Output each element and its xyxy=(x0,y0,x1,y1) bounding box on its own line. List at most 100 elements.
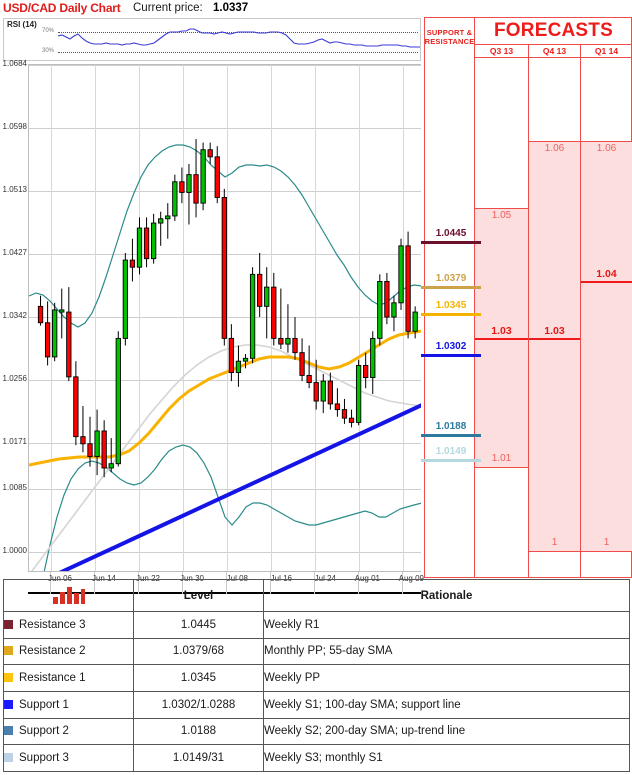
rsi-lower-gridline xyxy=(58,52,418,53)
sma-55-line xyxy=(29,329,421,467)
gridline-h-7 xyxy=(29,489,421,490)
x-tick-7: Aug 01 xyxy=(354,574,380,583)
forecast-bottom-label-2: 1 xyxy=(603,537,610,548)
rsi-line xyxy=(58,28,420,48)
level-line-1.0302 xyxy=(421,354,481,357)
y-tick-1: 1.0598 xyxy=(2,122,27,131)
forecast-bottom-label-0: 1.01 xyxy=(491,453,512,464)
gridline-h-1 xyxy=(29,128,421,129)
x-tick-4: Jul 08 xyxy=(226,574,248,583)
forecast-top-label-1: 1.06 xyxy=(544,143,565,154)
color-swatch-icon xyxy=(4,753,13,763)
gridline-v-3 xyxy=(183,65,184,571)
forecast-bottom-label-1: 1 xyxy=(551,537,558,548)
gridline-v-4 xyxy=(227,65,228,571)
forecast-mid-line-0 xyxy=(475,338,528,340)
gridline-h-5 xyxy=(29,380,421,381)
level-line-1.0345 xyxy=(421,313,481,316)
forecast-top-label-0: 1.05 xyxy=(491,210,512,221)
column-header-rationale: Rationale xyxy=(263,579,630,612)
x-tick-8: Aug 09 xyxy=(398,574,424,583)
gridline-v-6 xyxy=(315,65,316,571)
y-tick-5: 1.0256 xyxy=(2,374,27,383)
y-tick-0: 1.0684 xyxy=(2,59,27,68)
color-swatch-icon xyxy=(4,646,13,656)
forecast-mid-line-2 xyxy=(581,281,632,283)
x-tick-3: Jun 30 xyxy=(179,574,204,583)
gridline-v-2 xyxy=(139,65,140,571)
gridline-v-8 xyxy=(403,65,404,571)
row-level: 1.0379/68 xyxy=(133,637,264,666)
row-rationale: Monthly PP; 55-day SMA xyxy=(263,637,630,666)
row-name-cell: Resistance 2 xyxy=(3,637,134,666)
level-label-1.0379: 1.0379 xyxy=(435,273,467,284)
bollinger-lower-line xyxy=(43,444,421,571)
x-tick-2: Jun 22 xyxy=(135,574,160,583)
gridline-h-0 xyxy=(29,65,421,66)
level-line-1.0445 xyxy=(421,241,481,244)
level-label-1.0188: 1.0188 xyxy=(435,421,467,432)
forecast-top-label-2: 1.06 xyxy=(596,143,617,154)
row-label: Support 1 xyxy=(19,698,69,711)
forecast-mid-label-0: 1.03 xyxy=(491,325,512,337)
rsi-label: RSI (14) xyxy=(7,20,37,29)
y-tick-3: 1.0427 xyxy=(2,248,27,257)
forecasts-header: FORECASTS xyxy=(475,18,632,45)
row-level: 1.0302/1.0288 xyxy=(133,690,264,719)
support-resistance-column: SUPPORT & RESISTANCE xyxy=(425,18,475,577)
column-header-level: Level xyxy=(133,579,264,612)
support-resistance-header: SUPPORT & RESISTANCE xyxy=(424,27,475,46)
level-line-1.0149 xyxy=(421,459,481,462)
rsi-panel: RSI (14) 70% 30% xyxy=(3,18,421,61)
row-label: Resistance 1 xyxy=(19,672,86,685)
chart-area: RSI (14) 70% 30% 1.0684 1.0598 1.0513 1.… xyxy=(0,17,424,594)
current-price-label: Current price: xyxy=(133,2,203,14)
y-tick-7: 1.0085 xyxy=(2,483,27,492)
gridline-v-1 xyxy=(95,65,96,571)
page-title: USD/CAD Daily Chart xyxy=(3,1,121,15)
x-tick-5: Jul 16 xyxy=(270,574,292,583)
x-tick-6: Jul 24 xyxy=(314,574,336,583)
current-price-value: 1.0337 xyxy=(213,2,249,14)
gridline-h-6 xyxy=(29,443,421,444)
table-row[interactable]: Support 2 1.0188 Weekly S2; 200-day SMA; u… xyxy=(3,717,630,746)
table-row[interactable]: Resistance 2 1.0379/68 Monthly PP; 55-day … xyxy=(3,637,630,666)
row-rationale: Weekly S2; 200-day SMA; up-trend line xyxy=(263,717,630,746)
table-row[interactable]: Support 1 1.0302/1.0288 Weekly S1; 100-day… xyxy=(3,690,630,719)
color-swatch-icon xyxy=(4,699,13,709)
forecast-panel: SUPPORT & RESISTANCE FORECASTS Q3 13 Q4 … xyxy=(424,17,632,578)
color-swatch-icon xyxy=(4,673,13,683)
level-label-1.0149: 1.0149 xyxy=(435,446,467,457)
price-plot[interactable] xyxy=(28,64,421,572)
forecast-column-q3: 1.05 1.01 1.03 xyxy=(475,58,528,577)
row-name-cell: Resistance 3 xyxy=(3,611,134,639)
row-rationale: Weekly PP xyxy=(263,664,630,692)
row-name-cell: Support 3 xyxy=(3,744,134,772)
row-level: 1.0345 xyxy=(133,664,264,692)
quarter-header-q4: Q4 13 xyxy=(528,45,580,58)
forecast-mid-label-1: 1.03 xyxy=(544,325,565,337)
bar-chart-icon-svg xyxy=(52,587,85,604)
bar-chart-icon xyxy=(3,579,134,612)
row-rationale: Weekly R1 xyxy=(263,611,630,639)
row-rationale: Weekly S1; 100-day SMA; support line xyxy=(263,690,630,719)
level-label-1.0345: 1.0345 xyxy=(435,300,467,311)
title-bar: USD/CAD Daily Chart Current price: 1.033… xyxy=(0,0,632,17)
table-row[interactable]: Support 3 1.0149/31 Weekly S3; monthly S1 xyxy=(3,744,630,772)
gridline-h-2 xyxy=(29,191,421,192)
y-tick-8: 1.0000 xyxy=(2,546,27,555)
quarter-header-q1: Q1 14 xyxy=(580,45,632,58)
x-tick-0: Jun 06 xyxy=(47,574,72,583)
row-level: 1.0188 xyxy=(133,717,264,746)
rsi-lower-tick: 30% xyxy=(42,48,55,54)
table-row[interactable]: Resistance 3 1.0445 Weekly R1 xyxy=(3,611,630,639)
color-swatch-icon xyxy=(4,726,13,736)
table-row[interactable]: Resistance 1 1.0345 Weekly PP xyxy=(3,664,630,692)
y-tick-2: 1.0513 xyxy=(2,185,27,194)
forecast-mid-label-2: 1.04 xyxy=(596,268,617,280)
level-line-1.0188 xyxy=(421,434,481,437)
bollinger-upper-line xyxy=(29,144,421,328)
gridline-v-0 xyxy=(51,65,52,571)
row-name-cell: Support 1 xyxy=(3,690,134,719)
row-label: Resistance 2 xyxy=(19,645,86,658)
